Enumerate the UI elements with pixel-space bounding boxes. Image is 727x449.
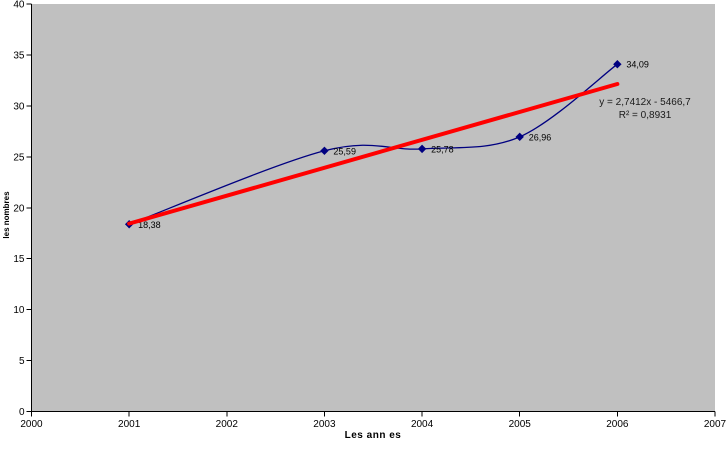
y-tick-label: 30 <box>13 101 25 112</box>
y-tick-label: 10 <box>13 305 25 316</box>
series-line[interactable] <box>128 63 618 225</box>
trendline-equation-text: y = 2,7412x - 5466,7 <box>599 97 691 108</box>
data-point-label: 34,09 <box>626 60 649 70</box>
data-point[interactable] <box>417 144 427 154</box>
data-point[interactable] <box>320 146 329 156</box>
y-tick-label: 5 <box>19 356 25 367</box>
y-tick-label: 40 <box>13 0 25 11</box>
x-tick-label: 2005 <box>509 419 532 430</box>
y-axis-title: les nombres <box>2 191 11 239</box>
x-tick-label: 2002 <box>216 419 239 430</box>
y-tick-label: 25 <box>13 152 25 163</box>
y-tick-label: 35 <box>13 50 25 61</box>
x-tick-label: 2004 <box>411 419 434 430</box>
x-tick-label: 2000 <box>20 419 43 430</box>
data-point[interactable] <box>515 132 524 142</box>
x-tick-label: 2001 <box>118 419 141 430</box>
x-tick-label: 2007 <box>704 419 727 430</box>
data-point-label: 25,78 <box>431 144 454 154</box>
data-point[interactable] <box>613 60 622 69</box>
y-tick-label: 15 <box>13 254 25 265</box>
plot-area[interactable] <box>31 4 716 412</box>
x-axis-title: Les ann es <box>344 430 402 441</box>
x-tick-label: 2006 <box>606 419 629 430</box>
y-tick-label: 20 <box>13 203 25 214</box>
trendline[interactable] <box>127 82 620 226</box>
x-tick-label: 2003 <box>313 419 336 430</box>
data-point-label: 25,59 <box>333 146 356 156</box>
trendline-equation-label[interactable]: y = 2,7412x - 5466,7 R² = 0,8931 <box>575 96 715 122</box>
data-point-label: 26,96 <box>529 132 552 142</box>
trendline-r-squared-text: R² = 0,8931 <box>618 110 672 121</box>
data-point-label: 18,38 <box>138 220 161 230</box>
y-tick-label: 0 <box>19 407 25 418</box>
